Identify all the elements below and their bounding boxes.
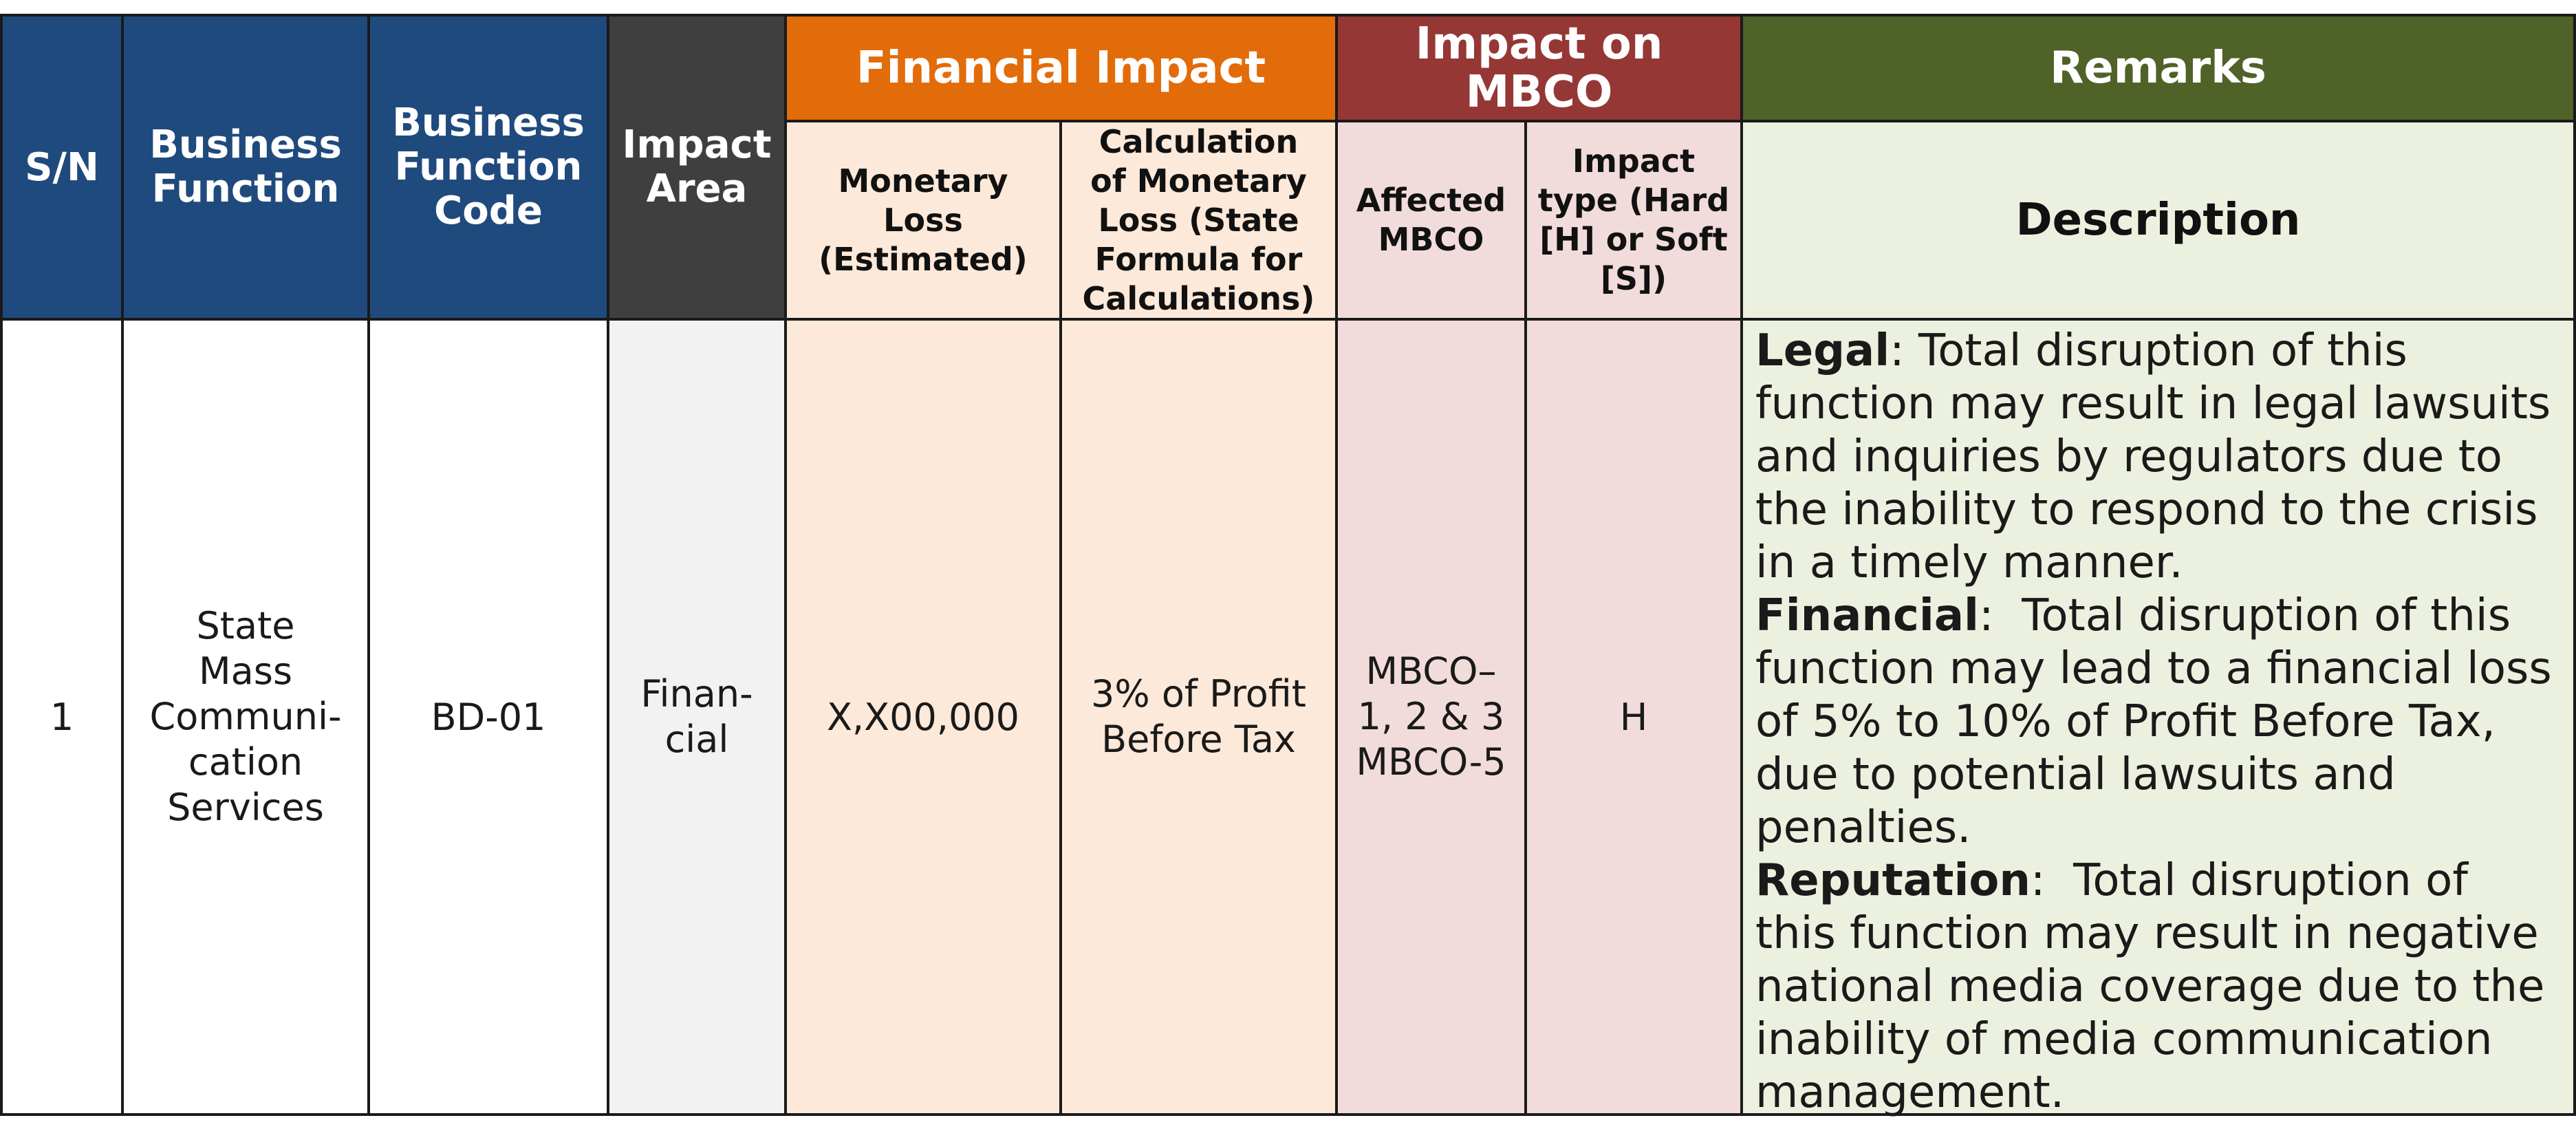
header-impact-on-mbco-label: Impact on MBCO <box>1415 19 1663 118</box>
remark-financial-sep: : <box>1978 590 1994 641</box>
remark-financial-text: Total disruption of this function may le… <box>1755 590 2566 853</box>
remark-financial: Financial: Total disruption of this func… <box>1755 590 2561 854</box>
cell-impact-area: Finan-cial <box>607 318 787 1116</box>
remark-legal-sep: : <box>1890 325 1905 376</box>
cell-monetary-loss: X,X00,000 <box>784 318 1062 1116</box>
header-remarks-label: Remarks <box>2050 43 2266 94</box>
cell-monetary-loss-value: X,X00,000 <box>826 695 1020 739</box>
cell-business-function-code-value: BD-01 <box>431 695 546 739</box>
remark-legal: Legal: Total disruption of this function… <box>1755 325 2561 590</box>
header-business-function-code-label: Business Function Code <box>392 100 585 233</box>
cell-impact-area-value: Finan-cial <box>640 672 753 761</box>
header-monetary-loss-label: Monetary Loss (Estimated) <box>819 162 1028 278</box>
header-sn: S/N <box>0 14 124 321</box>
header-financial-impact-label: Financial Impact <box>856 43 1266 94</box>
header-impact-type-label: Impact type (Hard [H] or Soft [S]) <box>1537 142 1730 297</box>
cell-calculation-value: 3% of Profit Before Tax <box>1091 672 1306 761</box>
cell-sn-value: 1 <box>50 695 74 739</box>
header-description-label: Description <box>2015 195 2301 246</box>
header-impact-area: Impact Area <box>607 14 787 321</box>
header-impact-type: Impact type (Hard [H] or Soft [S]) <box>1524 120 1743 321</box>
header-remarks: Remarks <box>1740 14 2576 122</box>
remark-reputation-label: Reputation <box>1755 855 2031 906</box>
header-sn-label: S/N <box>25 144 99 190</box>
remark-reputation-text: Total disruption of this function may re… <box>1755 855 2559 1118</box>
header-business-function-label: Business Function <box>149 122 342 211</box>
header-business-function-code: Business Function Code <box>367 14 609 321</box>
cell-impact-type-value: H <box>1619 695 1648 739</box>
cell-remarks-description: Legal: Total disruption of this function… <box>1740 318 2576 1119</box>
cell-business-function-value: State Mass Communi-cation Services <box>149 604 342 829</box>
header-affected-mbco-label: Affected MBCO <box>1356 182 1506 258</box>
remark-legal-text: Total disruption of this function may re… <box>1755 325 2551 588</box>
header-monetary-loss: Monetary Loss (Estimated) <box>784 120 1062 321</box>
header-description: Description <box>1740 120 2576 321</box>
cell-business-function-code: BD-01 <box>367 318 609 1116</box>
cell-affected-mbco-value: MBCO–1, 2 & 3 MBCO-5 <box>1356 649 1506 784</box>
cell-calculation: 3% of Profit Before Tax <box>1059 318 1338 1116</box>
remark-legal-label: Legal <box>1755 325 1890 376</box>
remark-reputation: Reputation: Total disruption of this fun… <box>1755 854 2561 1119</box>
header-calculation: Calculation of Monetary Loss (State Form… <box>1059 120 1338 321</box>
header-impact-on-mbco: Impact on MBCO <box>1335 14 1743 122</box>
header-calculation-label: Calculation of Monetary Loss (State Form… <box>1082 122 1315 317</box>
header-impact-area-label: Impact Area <box>622 122 772 211</box>
cell-affected-mbco: MBCO–1, 2 & 3 MBCO-5 <box>1335 318 1527 1116</box>
remark-reputation-sep: : <box>2030 855 2046 906</box>
header-affected-mbco: Affected MBCO <box>1335 120 1527 321</box>
header-financial-impact: Financial Impact <box>784 14 1338 122</box>
header-business-function: Business Function <box>121 14 370 321</box>
cell-sn: 1 <box>0 318 124 1116</box>
cell-business-function: State Mass Communi-cation Services <box>121 318 370 1116</box>
remark-financial-label: Financial <box>1755 590 1979 641</box>
cell-impact-type: H <box>1524 318 1743 1116</box>
